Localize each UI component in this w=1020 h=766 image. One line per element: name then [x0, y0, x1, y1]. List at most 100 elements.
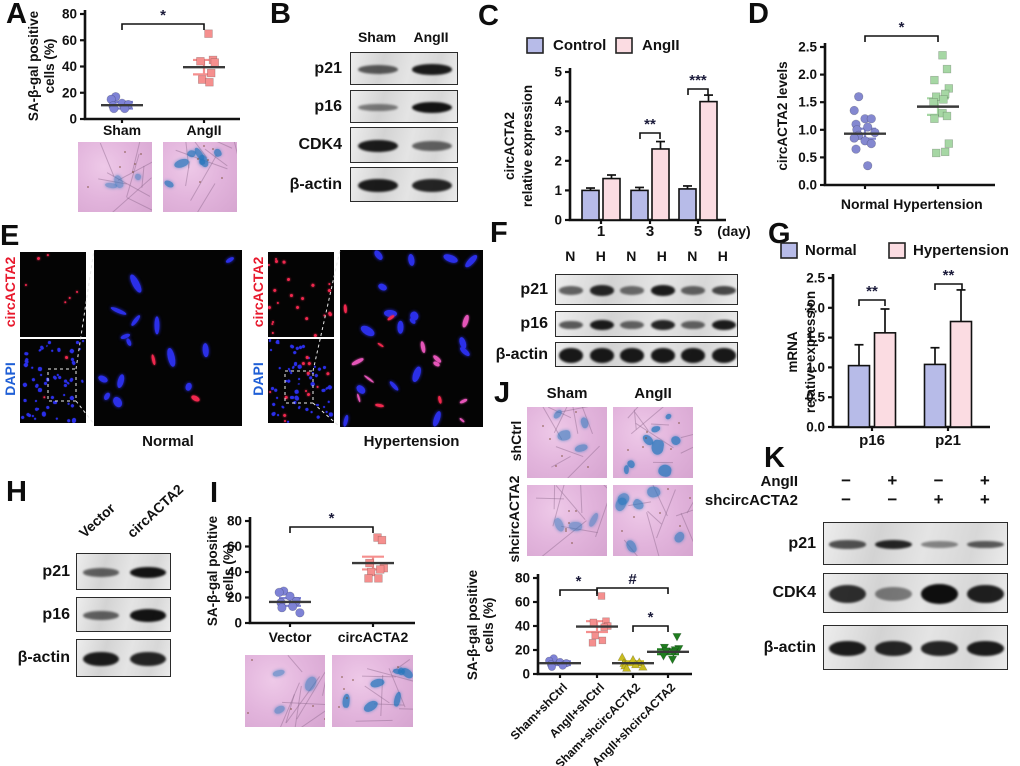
legend-label: Normal [805, 242, 857, 259]
nucleus-dapi [31, 367, 34, 370]
debris-dot [659, 512, 662, 515]
debris-dot [541, 424, 544, 427]
blot-column-header: circACTA2 [123, 480, 187, 541]
blot-band [681, 286, 706, 295]
scatter-point [849, 133, 859, 143]
debris-dot [124, 150, 127, 153]
scatter-point [196, 57, 205, 66]
micrograph-angii-shcircacta2 [613, 485, 693, 556]
nucleus-dapi [22, 382, 29, 388]
scatter-point [288, 601, 298, 612]
nucleus-dapi [35, 400, 38, 402]
nucleus-dapi [275, 396, 279, 400]
blot-band [412, 102, 452, 113]
treatment-sign: − [841, 490, 852, 509]
blot-row-label: p16 [520, 315, 548, 332]
debris-dot [341, 675, 344, 678]
blot-band [874, 587, 912, 601]
nucleus-dapi [55, 417, 59, 420]
treatment-sign: − [841, 471, 852, 490]
scatter-point [932, 148, 941, 158]
fluorescence-hypertension-dapi [268, 339, 334, 423]
scatter-point [198, 75, 207, 84]
debris-dot [570, 542, 573, 545]
panel-label-d: D [748, 0, 769, 30]
blot-row-label: β-actin [495, 345, 548, 363]
y-tick-label: 80 [515, 571, 530, 586]
nucleus-dapi [37, 366, 42, 371]
dapi-channel-label: DAPI [250, 362, 266, 396]
circacta2-signal [64, 356, 69, 360]
scatter-point [672, 633, 682, 642]
circacta2-signal [268, 305, 272, 310]
blot-strip [350, 52, 458, 85]
circacta2-signal [68, 296, 72, 300]
debris-dot [646, 430, 649, 433]
fluorescence-hypertension-circacta2 [268, 252, 334, 337]
scatter-point [944, 139, 953, 148]
blot-row-label: p21 [314, 59, 342, 77]
blot-band [559, 348, 584, 363]
scatter-point [591, 631, 599, 640]
sa-b-gal-stain [272, 668, 286, 679]
legend-label: Control [553, 37, 606, 54]
nucleus-dapi [410, 365, 423, 384]
scatter-point [849, 105, 859, 116]
scatter-point [938, 51, 947, 60]
sig-bracket [596, 587, 669, 594]
bar [847, 364, 871, 428]
blot-band [967, 641, 1005, 656]
debris-dot [345, 696, 348, 699]
nucleus-dapi [71, 417, 76, 423]
nucleus-dapi [31, 377, 36, 382]
blot-strip [823, 522, 1008, 565]
cell-outline [553, 485, 556, 509]
nucleus-dapi [276, 413, 280, 417]
blot-column-header: H [656, 248, 667, 264]
y-axis-label: SA-β-gal positive [26, 10, 41, 121]
circacta2-signal [376, 341, 385, 348]
sig-bracket [858, 299, 886, 306]
circacta2-signal [24, 283, 28, 287]
cell-outline [597, 485, 607, 501]
debris-dot [312, 704, 315, 707]
scatter-point [638, 661, 648, 671]
y-tick-label: 2.5 [806, 271, 825, 286]
scatter-point [942, 64, 952, 74]
blot-strip [555, 342, 738, 367]
micrograph-sham-shctrl [527, 407, 607, 478]
scatter-point [277, 603, 287, 613]
circacta2-signal [272, 320, 275, 323]
blot-row-label: p16 [42, 605, 70, 623]
debris-dot [689, 497, 692, 500]
debris-dot [203, 144, 206, 147]
scatter-point [617, 652, 627, 661]
circacta2-signal [286, 278, 290, 282]
blot-band [82, 610, 119, 621]
legend-swatch [615, 37, 633, 54]
bar [651, 148, 670, 221]
nucleus-dapi [329, 411, 334, 417]
circacta2-signal [306, 392, 310, 397]
cell-outline [680, 437, 693, 454]
fluorescence-normal-circacta2 [20, 252, 86, 337]
y-tick-label: 40 [62, 59, 77, 74]
blot-band [358, 139, 398, 153]
y-axis-label: mRNA [785, 331, 800, 373]
nucleus-dapi [39, 345, 44, 350]
nucleus-dapi [224, 255, 235, 264]
circacta2-signal [343, 304, 348, 314]
sig-label: * [329, 510, 335, 527]
bar [678, 188, 697, 221]
nucleus-dapi [294, 394, 301, 401]
sig-label: * [899, 19, 905, 36]
nucleus-dapi [69, 394, 75, 401]
k-treatment-shcircacta2: shcircACTA2 [704, 492, 798, 509]
panel-label-b: B [270, 0, 291, 30]
blot-column-header: N [626, 248, 637, 264]
chart-C: Control AngII 0 1 2 3 4 5 circACTA2 relative expr… [502, 37, 751, 240]
blot-band [620, 320, 645, 330]
nucleus-dapi [69, 377, 75, 383]
debris-dot [86, 186, 89, 189]
